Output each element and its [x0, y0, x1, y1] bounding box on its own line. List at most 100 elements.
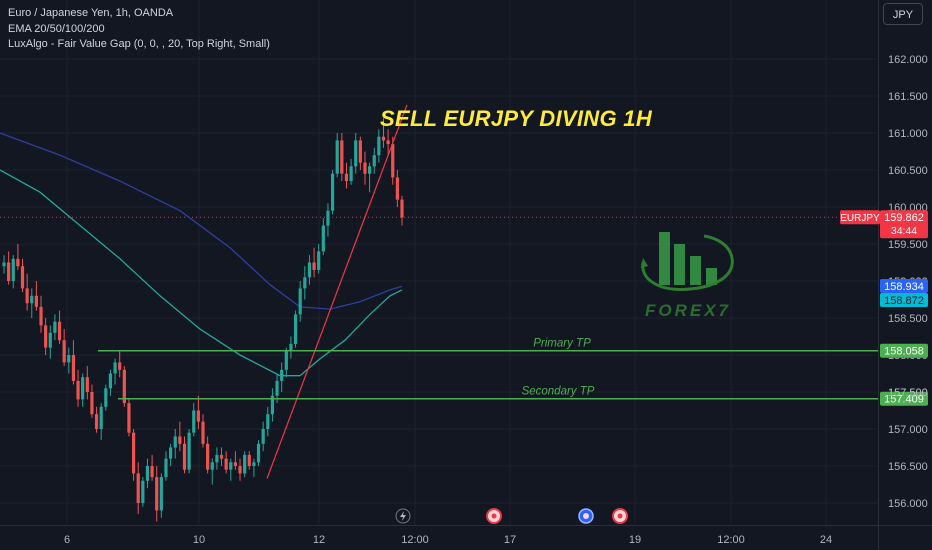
candle-body — [358, 140, 362, 163]
candle-body — [372, 155, 376, 167]
candle-body — [76, 380, 80, 400]
candle-body — [118, 362, 122, 370]
x-tick-label: 6 — [64, 534, 70, 546]
watermark-bar — [659, 232, 670, 285]
candle-body — [391, 144, 395, 178]
x-tick-label: 24 — [820, 534, 832, 546]
candle-body — [113, 362, 117, 374]
trend-line[interactable] — [266, 104, 408, 479]
candle-body — [127, 403, 131, 433]
candle-body — [39, 306, 43, 326]
x-tick-label: 19 — [629, 534, 641, 546]
ema-line — [0, 169, 403, 377]
candle-body — [62, 340, 66, 363]
watermark-bar — [706, 268, 717, 285]
candle-body — [81, 377, 85, 400]
candle-body — [57, 321, 62, 341]
candle-body — [247, 454, 251, 466]
y-tick-label: 158.500 — [888, 313, 928, 325]
x-tick-label: 12:00 — [401, 534, 429, 546]
symbol-tag-label: EURJPY — [840, 213, 880, 224]
ema-price-tag — [880, 293, 928, 307]
y-tick-label: 157.000 — [888, 424, 928, 436]
y-tick-label: 159.500 — [888, 239, 928, 251]
watermark-swoosh — [641, 234, 734, 291]
watermark-bar — [690, 256, 701, 285]
ema-price-tag-value: 158.934 — [884, 281, 924, 293]
x-tick-label: 12 — [313, 534, 325, 546]
candle-body — [16, 258, 20, 267]
candle-body — [243, 454, 247, 474]
candle-body — [90, 392, 94, 415]
candle-body — [261, 429, 265, 444]
candle-body — [270, 395, 275, 415]
candle-body — [108, 373, 113, 389]
candle-body — [210, 462, 214, 470]
current-price-countdown: 34:44 — [891, 225, 917, 237]
candle-body — [141, 480, 145, 503]
legend: Euro / Japanese Yen, 1h, OANDA EMA 20/50… — [8, 6, 270, 53]
candle-body — [275, 380, 279, 396]
candle-body — [326, 210, 330, 226]
candle-body — [7, 262, 11, 281]
candle-body — [349, 166, 353, 182]
y-tick-label: 156.500 — [888, 461, 928, 473]
candle-body — [20, 266, 25, 289]
legend-symbol[interactable]: Euro / Japanese Yen, 1h, OANDA — [8, 7, 174, 19]
candle-body — [368, 166, 372, 174]
candle-body — [256, 443, 261, 463]
watermark-text: FOREX7 — [645, 301, 731, 320]
candle-body — [354, 140, 358, 167]
legend-ema[interactable]: EMA 20/50/100/200 — [8, 22, 105, 35]
candle-body — [67, 355, 71, 363]
candle-body — [215, 454, 219, 463]
candle-body — [94, 414, 99, 429]
candle-body — [122, 369, 126, 404]
candle-body — [284, 351, 288, 370]
tp-level-tag-value: 157.409 — [884, 394, 924, 406]
candle-body — [2, 262, 6, 267]
candle-body — [187, 432, 191, 470]
candle-body — [224, 458, 228, 470]
candle-body — [164, 458, 168, 478]
candle-body — [53, 321, 57, 333]
candle-body — [131, 432, 136, 474]
watermark-arrow-icon — [641, 258, 648, 268]
candle-body — [48, 332, 52, 348]
candle-body — [289, 343, 293, 352]
tp-level-tag — [880, 391, 928, 406]
event-dot-icon — [491, 513, 497, 519]
candle-body — [377, 136, 381, 156]
currency-button[interactable]: JPY — [883, 3, 923, 25]
candle-body — [312, 262, 316, 270]
candle-body — [169, 447, 173, 459]
candle-body — [173, 436, 177, 448]
candle-body — [182, 443, 187, 470]
candle-body — [303, 277, 307, 289]
candle-body — [335, 140, 339, 174]
headline-annotation[interactable]: SELL EURJPY DIVING 1H — [380, 106, 653, 131]
ema-price-tag — [880, 279, 928, 293]
candle-body — [344, 173, 349, 182]
candle-body — [395, 177, 399, 200]
candle-body — [99, 406, 103, 429]
candle-body — [307, 262, 312, 278]
ema-price-tag-value: 158.872 — [884, 295, 924, 307]
legend-fvg[interactable]: LuxAlgo - Fair Value Gap (0, 0, , 20, To… — [8, 38, 270, 50]
current-price-tag — [880, 210, 928, 239]
candle-body — [233, 462, 237, 466]
candle-body — [44, 325, 48, 348]
tp-level-label: Secondary TP — [522, 386, 595, 398]
candle-body — [340, 140, 344, 174]
tp-level-tag-value: 158.058 — [884, 346, 924, 358]
candle-body — [85, 377, 89, 392]
candle-body — [159, 477, 163, 511]
ema-line — [0, 132, 403, 310]
event-flag-center-icon — [583, 513, 589, 519]
candle-body — [201, 421, 205, 444]
lightning-icon — [400, 511, 406, 521]
candle-body — [293, 314, 298, 344]
y-tick-label: 161.000 — [888, 128, 928, 140]
